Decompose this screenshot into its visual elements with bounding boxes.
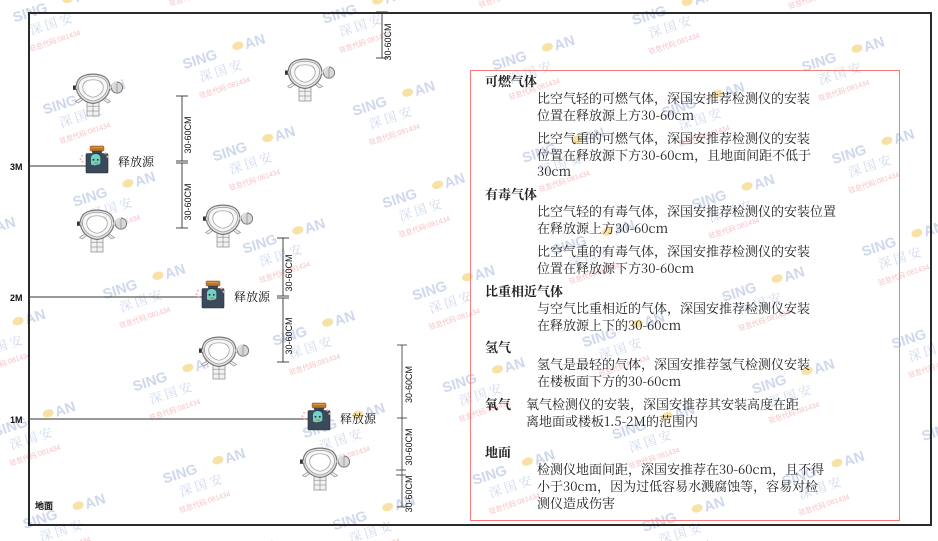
- svg-text:30-60CM: 30-60CM: [404, 428, 414, 465]
- svg-text:30-60CM: 30-60CM: [404, 475, 414, 512]
- svg-text:释放源: 释放源: [234, 288, 271, 305]
- svg-text:1M: 1M: [10, 415, 23, 425]
- svg-text:2M: 2M: [10, 293, 23, 303]
- svg-text:30-60CM: 30-60CM: [284, 254, 294, 291]
- svg-text:30-60CM: 30-60CM: [284, 317, 294, 354]
- svg-text:30-60CM: 30-60CM: [183, 116, 193, 153]
- svg-text:释放源: 释放源: [118, 153, 155, 170]
- svg-text:30-60CM: 30-60CM: [383, 23, 393, 60]
- svg-text:释放源: 释放源: [340, 410, 377, 427]
- svg-text:30-60CM: 30-60CM: [404, 366, 414, 403]
- svg-text:3M: 3M: [10, 162, 23, 172]
- svg-text:30-60CM: 30-60CM: [183, 183, 193, 220]
- svg-text:地面: 地面: [35, 500, 53, 511]
